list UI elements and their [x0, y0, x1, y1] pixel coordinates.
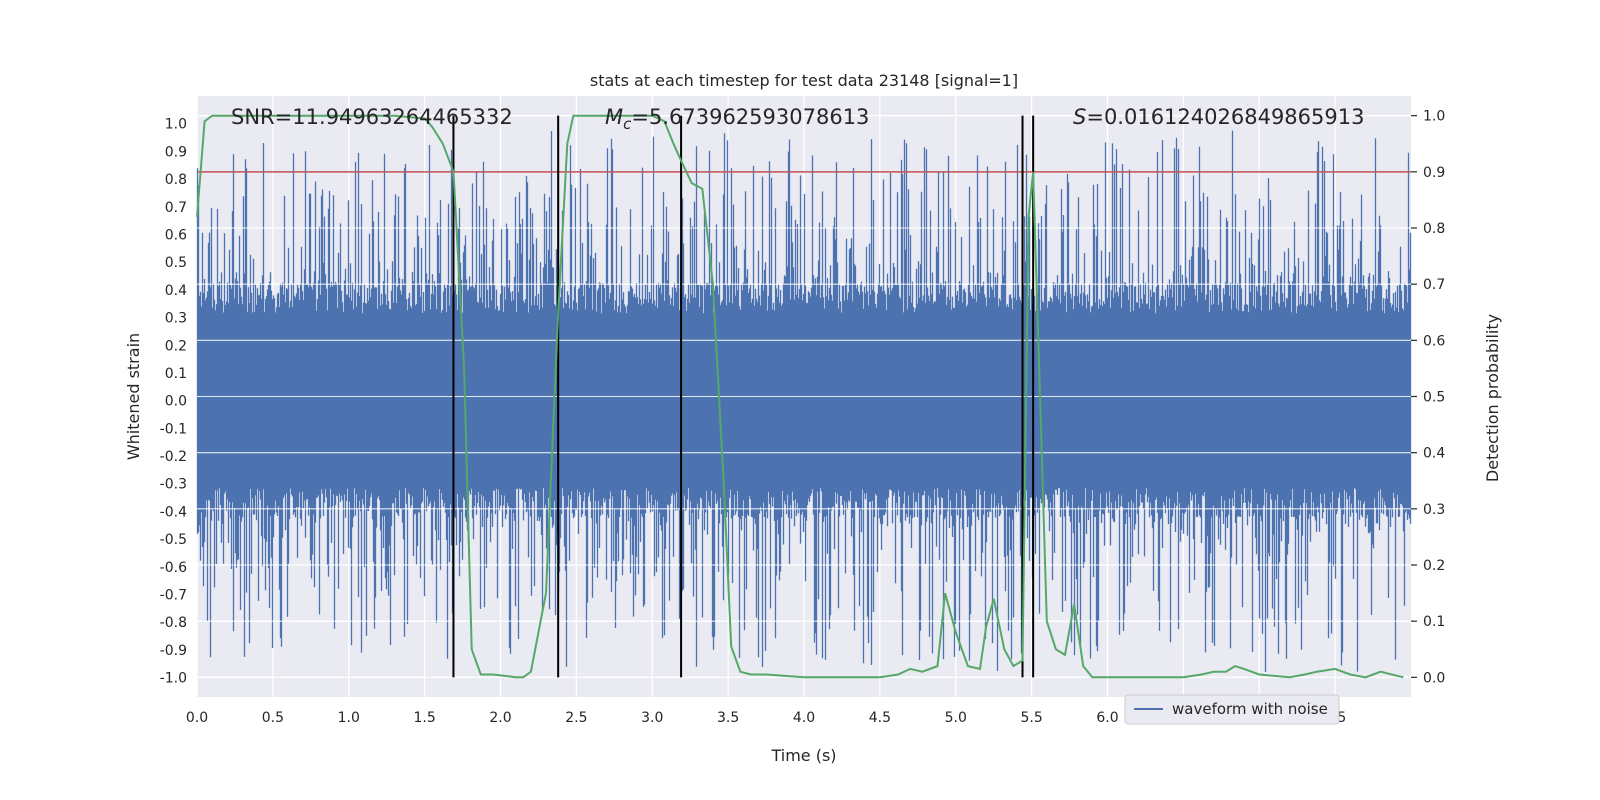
y-tick-label: 0.7: [165, 200, 187, 216]
x-tick-label: 2.5: [565, 710, 587, 726]
y-tick-label: -0.3: [160, 477, 187, 493]
y-tick-label: -0.4: [160, 504, 187, 520]
x-tick-label: 4.0: [793, 710, 815, 726]
y-tick-label: 0.4: [165, 283, 187, 299]
y2-tick-label: 0.3: [1423, 502, 1445, 518]
y-tick-label: 0.5: [165, 255, 187, 271]
y-tick-label: -0.8: [160, 615, 187, 631]
y-tick-label: 0.3: [165, 311, 187, 327]
y2-tick-label: 0.8: [1423, 221, 1445, 237]
y-tick-label: -0.5: [160, 532, 187, 548]
y-tick-label: -1.0: [160, 671, 187, 687]
chart-title: stats at each timestep for test data 231…: [590, 71, 1018, 90]
y-tick-label: -0.9: [160, 643, 187, 659]
vertical-markers: [452, 115, 1035, 678]
y2-tick-label: 0.7: [1423, 277, 1445, 293]
y2-tick-label: 0.5: [1423, 390, 1445, 406]
y-tick-label: 0.2: [165, 338, 187, 354]
y2-tick-label: 1.0: [1423, 109, 1445, 125]
y2-tick-label: 0.6: [1423, 333, 1445, 349]
snr-annotation: SNR=11.94963264465332: [231, 105, 513, 129]
y-tick-label: -0.1: [160, 421, 187, 437]
y-tick-label: 1.0: [165, 117, 187, 133]
y2-tick-label: 0.4: [1423, 446, 1445, 462]
x-tick-label: 1.0: [338, 710, 360, 726]
y2-tick-label: 0.1: [1423, 614, 1445, 630]
legend: waveform with noise: [1124, 694, 1340, 725]
y-tick-label: 0.8: [165, 172, 187, 188]
mc-subscript: c: [623, 115, 632, 133]
y-tick-label: 0.1: [165, 366, 187, 382]
x-tick-label: 3.0: [641, 710, 663, 726]
x-tick-label: 4.5: [869, 710, 891, 726]
y-axis-label: Whitened strain: [124, 333, 143, 460]
y2-tick-label: 0.9: [1423, 165, 1445, 181]
s-value: =0.016124026849865913: [1086, 105, 1364, 129]
waveform-with-noise-series: [196, 115, 1412, 678]
y-tick-label: 0.6: [165, 227, 187, 243]
mc-value: =5.673962593078613: [631, 105, 869, 129]
y-tick-label: 0.9: [165, 144, 187, 160]
chirp-mass-annotation: Mc=5.673962593078613: [605, 105, 869, 133]
mc-symbol: M: [605, 105, 623, 129]
x-tick-label: 1.5: [413, 710, 435, 726]
x-tick-label: 0.5: [262, 710, 284, 726]
y-tick-label: -0.7: [160, 588, 187, 604]
legend-box: [1124, 694, 1340, 725]
s-symbol: S: [1073, 105, 1086, 129]
x-axis-label: Time (s): [770, 746, 836, 765]
detection-probability-line: [196, 114, 1404, 679]
legend-label: waveform with noise: [1172, 700, 1328, 718]
y-tick-label: 0.0: [165, 394, 187, 410]
y-tick-label: -0.6: [160, 560, 187, 576]
y2-tick-label: 0.2: [1423, 558, 1445, 574]
x-tick-label: 5.0: [945, 710, 967, 726]
s-annotation: S=0.016124026849865913: [1073, 105, 1364, 129]
x-tick-label: 2.0: [489, 710, 511, 726]
x-tick-label: 5.5: [1020, 710, 1042, 726]
y2-axis-label: Detection probability: [1483, 314, 1502, 482]
y-tick-label: -0.2: [160, 449, 187, 465]
waveform-trace: [196, 130, 1412, 672]
x-tick-label: 0.0: [186, 710, 208, 726]
y2-tick-label: 0.0: [1423, 670, 1445, 686]
x-tick-label: 3.5: [717, 710, 739, 726]
x-tick-label: 6.0: [1096, 710, 1118, 726]
